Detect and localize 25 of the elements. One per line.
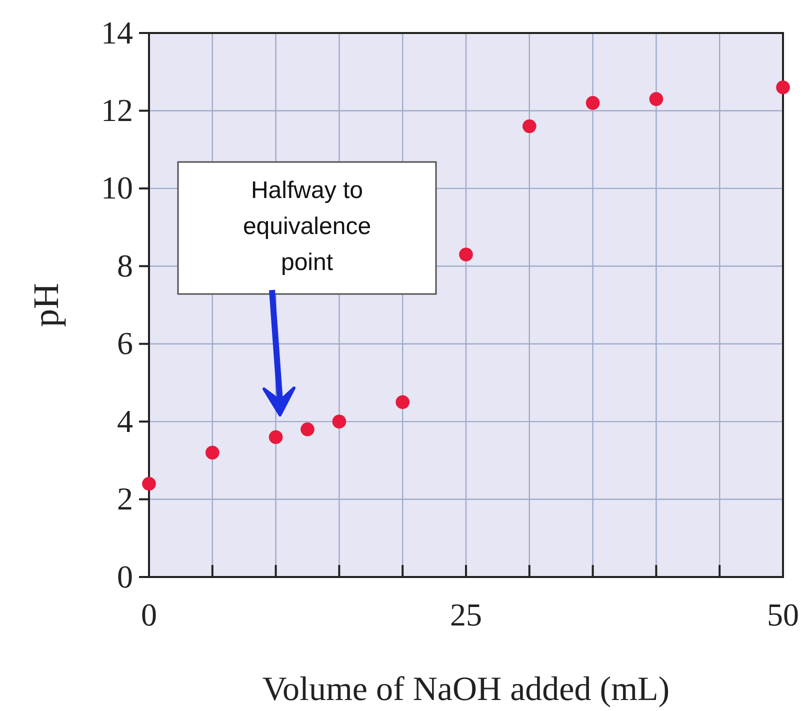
x-axis-title: Volume of NaOH added (mL) [262, 671, 670, 708]
y-tick-label: 0 [117, 558, 133, 594]
point [776, 80, 790, 94]
point [586, 96, 600, 110]
point [459, 248, 473, 262]
y-axis-title: pH [26, 283, 66, 327]
annotation: Halfway to equivalence point [242, 177, 372, 276]
y-tick-label: 4 [117, 402, 133, 439]
y-tick-label: 12 [101, 92, 133, 128]
x-tick-label: 25 [450, 596, 482, 633]
x-tick-label: 0 [141, 596, 157, 633]
x-tick-label: 50 [767, 596, 799, 633]
point [396, 395, 410, 410]
point [142, 476, 156, 491]
y-tick-label: 6 [117, 325, 133, 362]
y-tick-label: 10 [101, 170, 133, 206]
y-tick-label: 2 [117, 480, 133, 517]
point [268, 430, 283, 444]
y-tick-label: 8 [117, 247, 133, 284]
point [300, 422, 314, 436]
point [522, 119, 536, 134]
point [205, 446, 220, 460]
point [649, 92, 664, 106]
y-tick-label: 14 [101, 14, 133, 50]
point [332, 414, 346, 428]
